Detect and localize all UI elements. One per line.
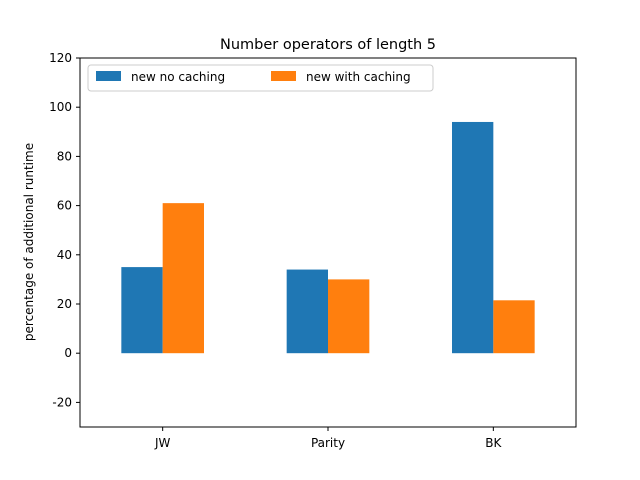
bar-bk-series-1 [452,121,494,354]
legend-swatch-series-2 [271,71,296,81]
y-axis-label: percentage of additional runtime [22,143,36,341]
bar-parity-series-1 [286,269,328,354]
y-tick-label: 100 [49,100,72,114]
y-tick-label: 120 [49,51,72,65]
legend: new no caching new with caching [87,64,434,92]
bar-jw-series-1 [121,267,163,354]
chart-title: Number operators of length 5 [220,37,436,53]
x-tick-label-jw: JW [154,436,171,450]
y-tick-label: 60 [57,199,72,213]
bar-bk-series-2 [493,300,535,354]
x-tick-label-parity: Parity [311,436,345,450]
y-tick-label: 80 [57,149,72,163]
y-ticks: -20 0 20 40 60 80 100 120 [49,51,80,409]
legend-label-series-2: new with caching [306,70,411,84]
x-ticks: JW Parity BK [154,427,503,450]
y-tick-label: 20 [57,297,72,311]
x-tick-label-bk: BK [485,436,502,450]
legend-box [87,64,434,92]
bars [121,121,535,354]
bar-jw-series-2 [162,203,204,354]
legend-label-series-1: new no caching [131,70,225,84]
y-tick-label: -20 [52,395,72,409]
bar-parity-series-2 [328,279,370,354]
legend-swatch-series-1 [96,71,121,81]
y-tick-label: 0 [64,346,72,360]
y-tick-label: 40 [57,248,72,262]
plot-frame [79,57,577,428]
